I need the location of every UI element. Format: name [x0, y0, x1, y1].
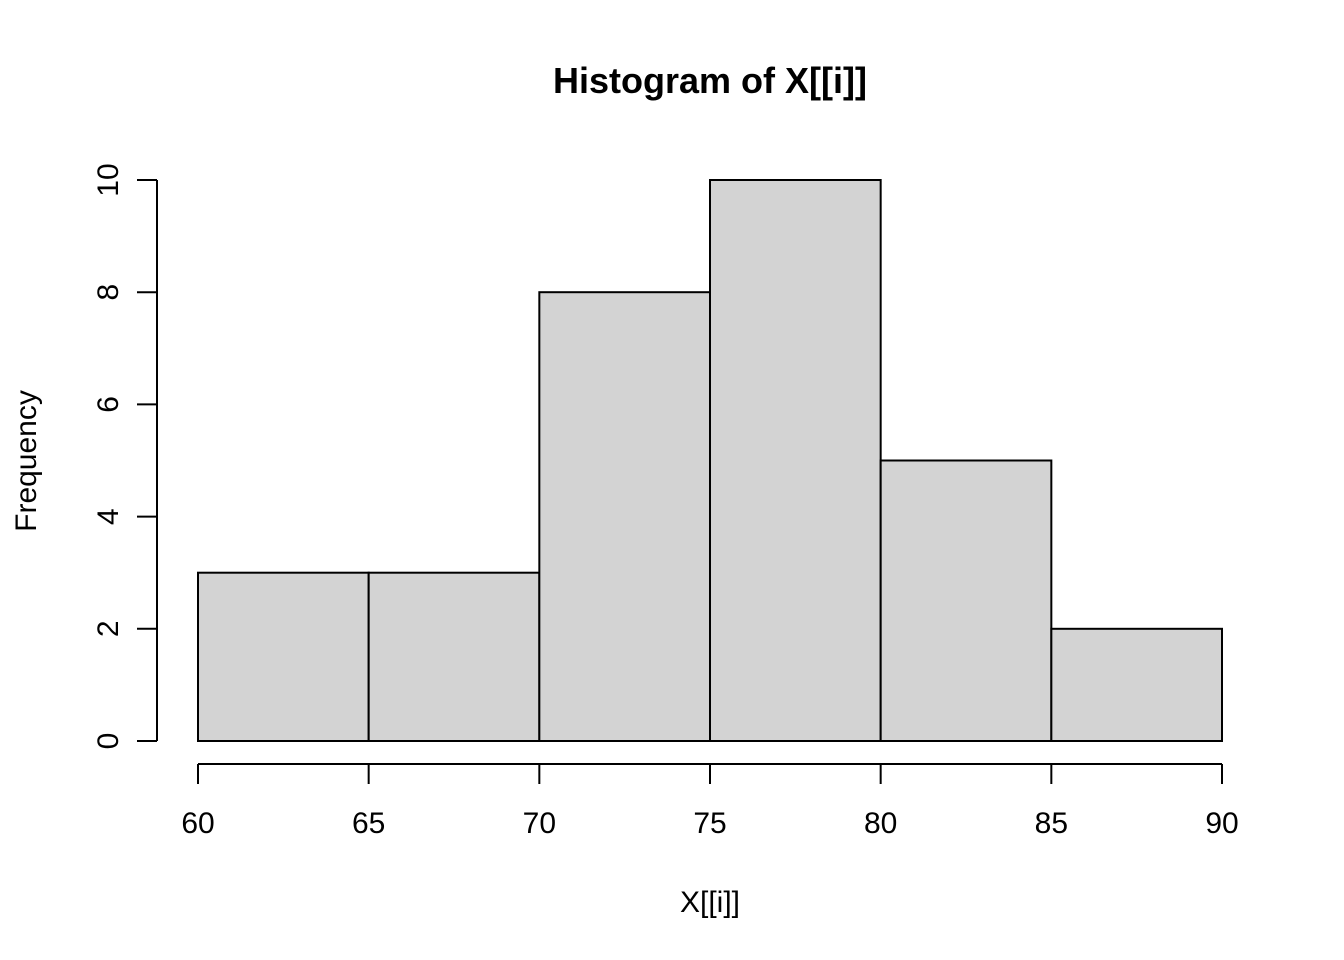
- x-tick-label: 70: [523, 807, 556, 840]
- x-tick-label: 75: [693, 807, 726, 840]
- x-tick-label: 65: [352, 807, 385, 840]
- y-tick-label: 6: [92, 396, 125, 413]
- y-tick-label: 4: [92, 508, 125, 525]
- x-tick-label: 90: [1205, 807, 1238, 840]
- y-tick-label: 2: [92, 620, 125, 637]
- y-tick-label: 0: [92, 733, 125, 750]
- y-axis-title: Frequency: [10, 390, 43, 532]
- histogram-bar-4: [879, 459, 1053, 742]
- x-tick-label: 85: [1035, 807, 1068, 840]
- histogram-bar-2: [538, 291, 711, 742]
- x-axis: 60 65 70 75 80 85 90: [181, 763, 1239, 840]
- histogram-bar-5: [1050, 627, 1224, 742]
- y-tick-label: 10: [92, 163, 125, 196]
- histogram-bar-0: [197, 571, 370, 743]
- y-tick-label: 8: [92, 284, 125, 301]
- y-axis: 0 2 4 6 8 10: [92, 163, 158, 750]
- histogram-bar-3: [709, 179, 882, 742]
- x-tick-label: 80: [864, 807, 897, 840]
- bars-group: [197, 179, 1224, 743]
- x-tick-label: 60: [181, 807, 214, 840]
- histogram-bar-1: [367, 571, 541, 743]
- x-axis-title: X[[i]]: [680, 886, 740, 919]
- chart-title: Histogram of X[[i]]: [553, 60, 867, 101]
